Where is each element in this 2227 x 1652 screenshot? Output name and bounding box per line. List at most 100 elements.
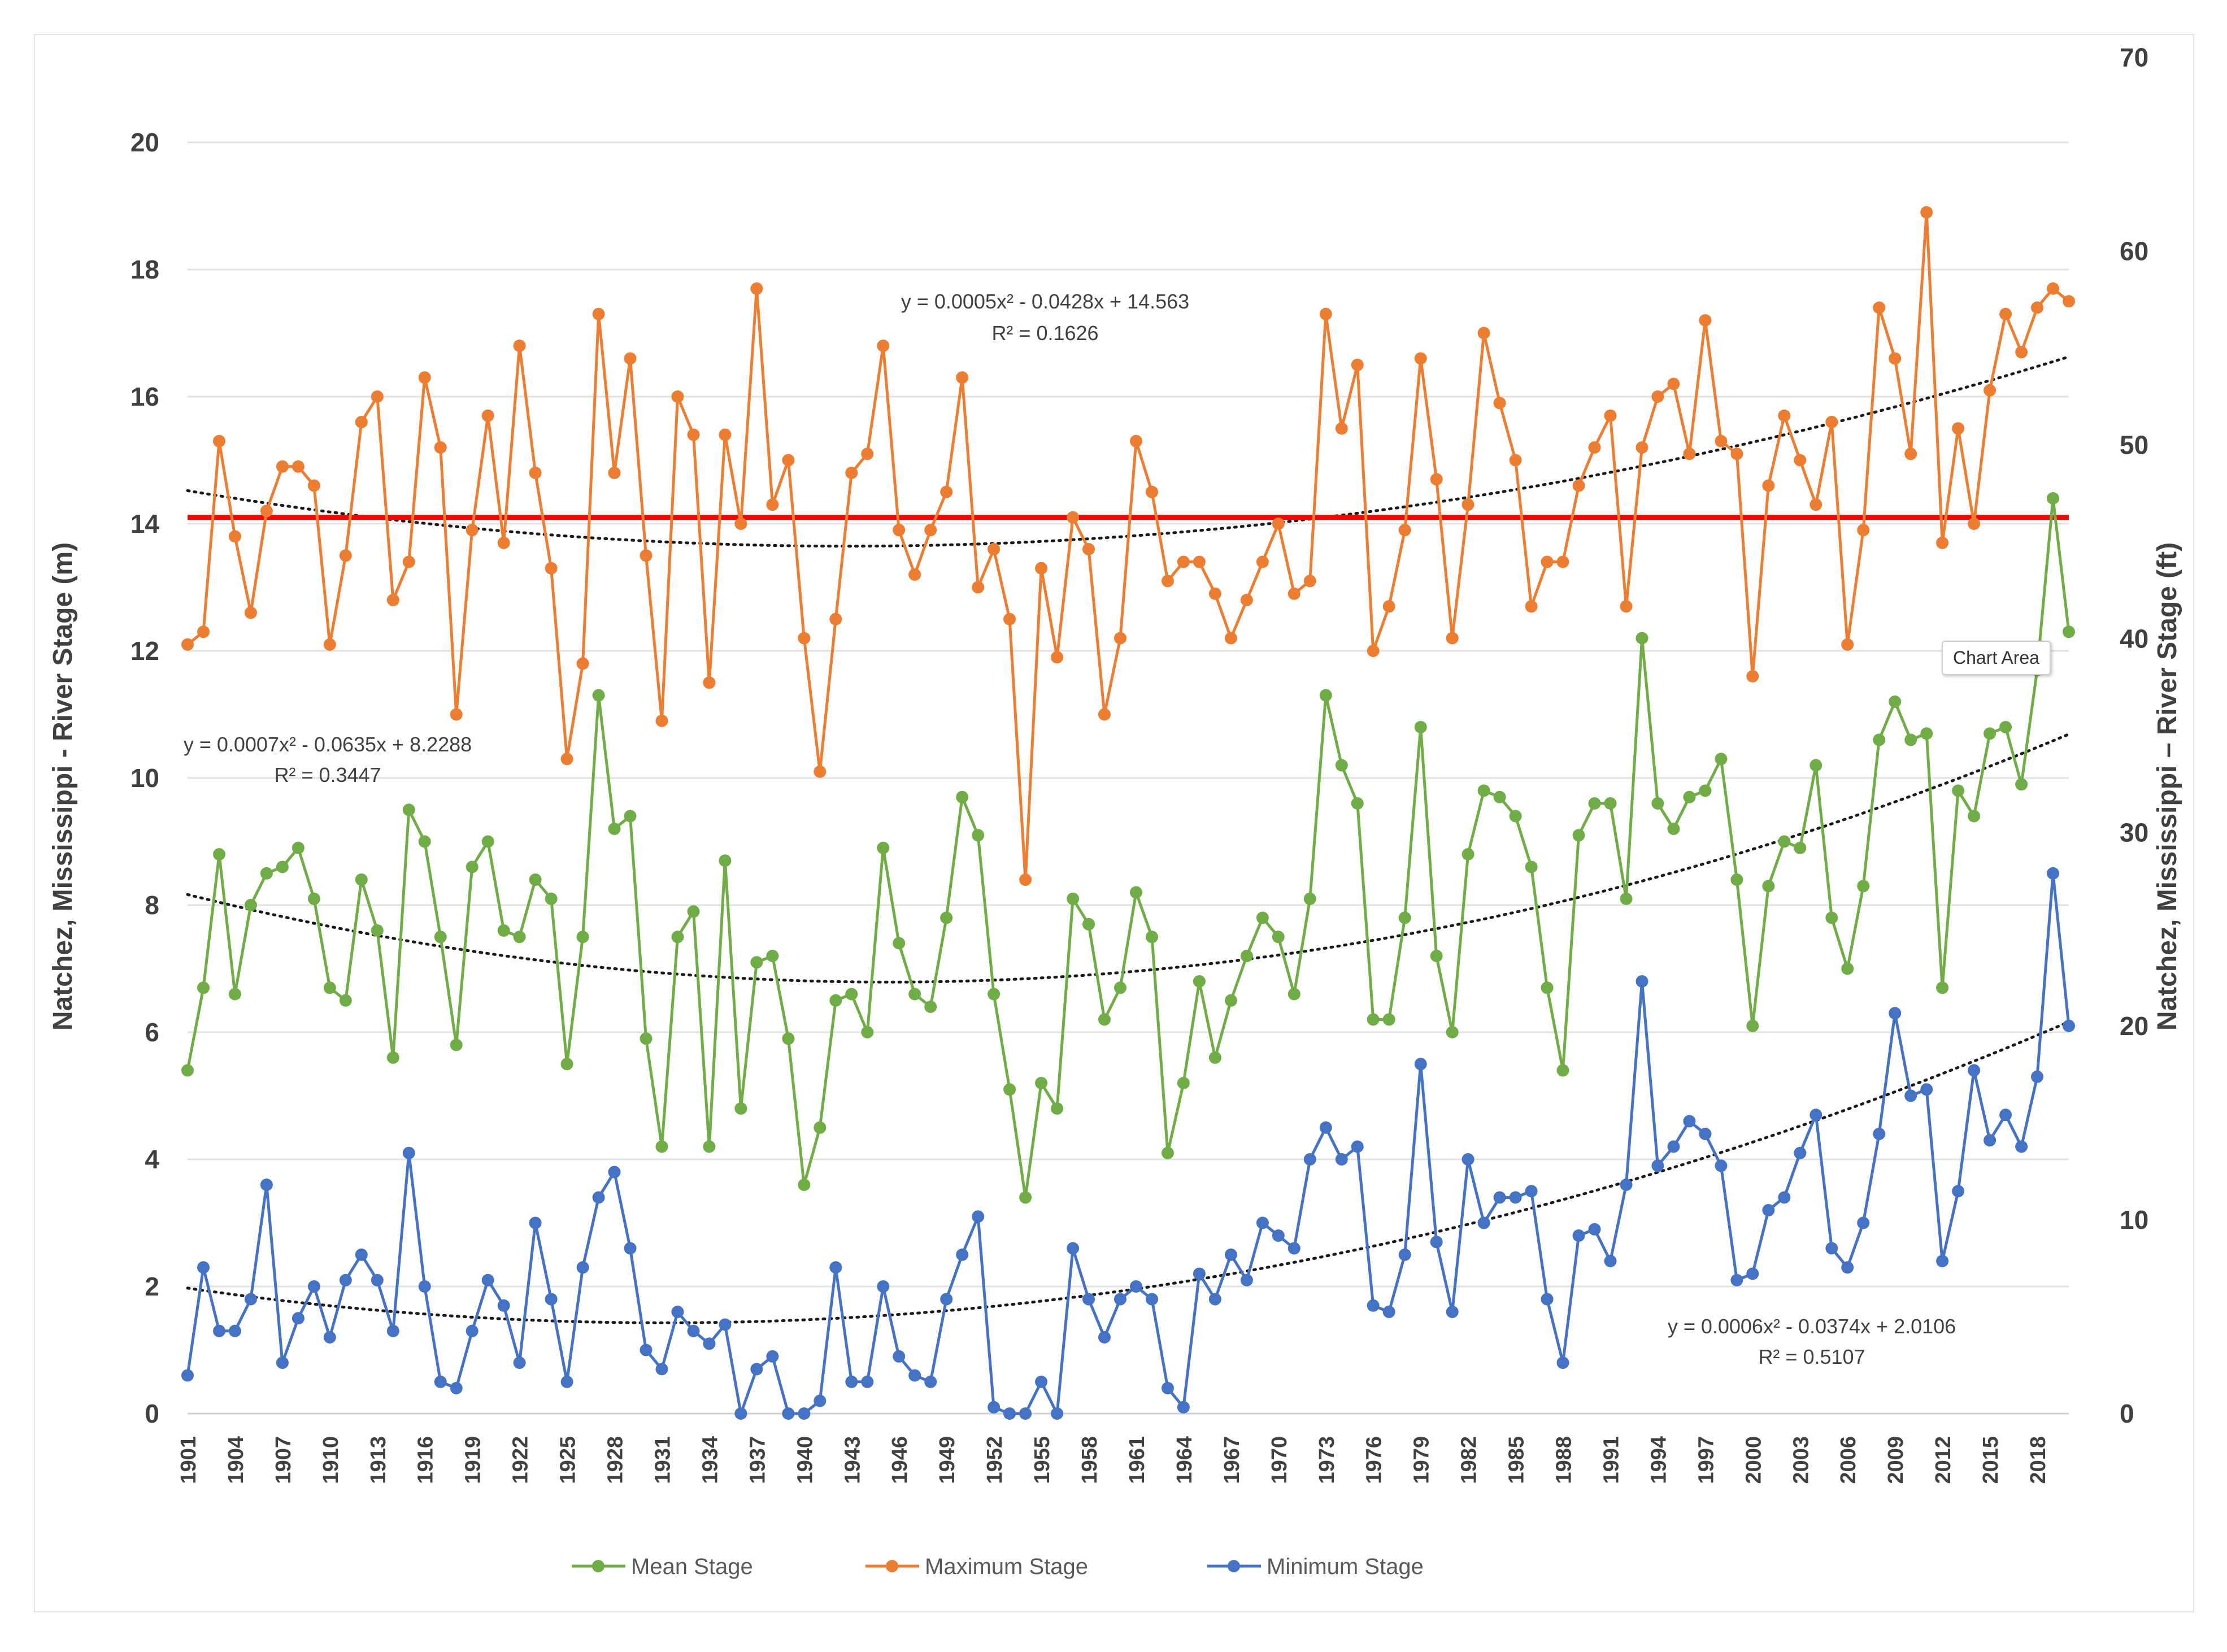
data-point-mean-stage[interactable]	[1319, 689, 1332, 702]
data-point-maximum-stage[interactable]	[1208, 587, 1221, 600]
data-point-maximum-stage[interactable]	[1067, 511, 1080, 524]
data-point-minimum-stage[interactable]	[434, 1375, 447, 1388]
data-point-mean-stage[interactable]	[1952, 784, 1965, 797]
data-point-minimum-stage[interactable]	[1114, 1293, 1126, 1306]
data-point-mean-stage[interactable]	[766, 950, 779, 962]
data-point-mean-stage[interactable]	[529, 873, 542, 886]
data-point-minimum-stage[interactable]	[1904, 1089, 1917, 1102]
data-point-minimum-stage[interactable]	[1367, 1299, 1380, 1312]
data-point-mean-stage[interactable]	[1193, 975, 1206, 988]
data-point-mean-stage[interactable]	[592, 689, 605, 702]
data-point-maximum-stage[interactable]	[1130, 434, 1142, 447]
data-point-mean-stage[interactable]	[323, 981, 336, 994]
data-point-minimum-stage[interactable]	[1477, 1216, 1490, 1229]
data-point-minimum-stage[interactable]	[687, 1324, 700, 1337]
data-point-mean-stage[interactable]	[1794, 841, 1807, 854]
data-point-maximum-stage[interactable]	[1715, 434, 1728, 447]
data-point-maximum-stage[interactable]	[1082, 543, 1095, 555]
data-point-mean-stage[interactable]	[1999, 721, 2012, 733]
data-point-mean-stage[interactable]	[1636, 632, 1648, 645]
data-point-mean-stage[interactable]	[260, 867, 273, 880]
data-point-maximum-stage[interactable]	[924, 524, 937, 537]
data-point-maximum-stage[interactable]	[719, 428, 732, 441]
data-point-maximum-stage[interactable]	[1288, 587, 1300, 600]
data-point-minimum-stage[interactable]	[1051, 1407, 1064, 1420]
data-point-mean-stage[interactable]	[1604, 797, 1617, 810]
data-point-maximum-stage[interactable]	[1098, 708, 1111, 721]
data-point-mean-stage[interactable]	[1873, 733, 1886, 746]
data-point-minimum-stage[interactable]	[798, 1407, 811, 1420]
data-point-mean-stage[interactable]	[371, 924, 384, 937]
data-point-mean-stage[interactable]	[1256, 911, 1269, 924]
data-point-maximum-stage[interactable]	[355, 416, 368, 428]
data-point-mean-stage[interactable]	[1430, 950, 1443, 962]
data-point-minimum-stage[interactable]	[1810, 1108, 1823, 1121]
data-point-maximum-stage[interactable]	[1462, 498, 1474, 511]
data-point-minimum-stage[interactable]	[1746, 1267, 1759, 1280]
data-point-minimum-stage[interactable]	[181, 1369, 194, 1382]
data-point-minimum-stage[interactable]	[1082, 1293, 1095, 1306]
data-point-mean-stage[interactable]	[1920, 727, 1933, 740]
data-point-maximum-stage[interactable]	[1936, 536, 1949, 549]
data-point-mean-stage[interactable]	[292, 841, 305, 854]
data-point-minimum-stage[interactable]	[576, 1261, 589, 1274]
data-point-maximum-stage[interactable]	[276, 460, 289, 473]
data-point-mean-stage[interactable]	[924, 1001, 937, 1013]
data-point-minimum-stage[interactable]	[481, 1273, 494, 1286]
data-point-maximum-stage[interactable]	[1398, 524, 1411, 537]
data-point-minimum-stage[interactable]	[2063, 1019, 2075, 1032]
data-point-minimum-stage[interactable]	[1999, 1108, 2012, 1121]
data-point-minimum-stage[interactable]	[1778, 1191, 1791, 1204]
data-point-mean-stage[interactable]	[2047, 492, 2059, 505]
data-point-minimum-stage[interactable]	[1873, 1128, 1886, 1140]
data-point-mean-stage[interactable]	[513, 931, 526, 944]
data-point-minimum-stage[interactable]	[1509, 1191, 1522, 1204]
data-point-maximum-stage[interactable]	[513, 340, 526, 352]
data-point-maximum-stage[interactable]	[1146, 485, 1158, 498]
data-point-maximum-stage[interactable]	[1730, 447, 1743, 460]
data-point-mean-stage[interactable]	[1541, 981, 1554, 994]
data-point-maximum-stage[interactable]	[244, 606, 257, 619]
data-point-maximum-stage[interactable]	[1636, 441, 1648, 454]
data-point-mean-stage[interactable]	[1035, 1077, 1048, 1089]
data-point-mean-stage[interactable]	[1936, 981, 1949, 994]
data-point-mean-stage[interactable]	[988, 988, 1001, 1001]
data-point-minimum-stage[interactable]	[1794, 1146, 1807, 1159]
data-point-maximum-stage[interactable]	[1272, 518, 1285, 530]
data-point-minimum-stage[interactable]	[1067, 1242, 1080, 1255]
data-point-maximum-stage[interactable]	[1746, 670, 1759, 682]
data-point-minimum-stage[interactable]	[2031, 1070, 2043, 1083]
data-point-mean-stage[interactable]	[1762, 880, 1775, 893]
data-point-minimum-stage[interactable]	[734, 1407, 747, 1420]
data-point-mean-stage[interactable]	[1351, 797, 1364, 810]
data-point-maximum-stage[interactable]	[671, 390, 684, 403]
legend-item-mean[interactable]: Mean Stage	[572, 1554, 753, 1579]
data-point-mean-stage[interactable]	[1588, 797, 1601, 810]
data-point-maximum-stage[interactable]	[829, 612, 842, 625]
data-point-minimum-stage[interactable]	[1857, 1216, 1870, 1229]
data-point-minimum-stage[interactable]	[956, 1248, 969, 1261]
data-point-mean-stage[interactable]	[1572, 829, 1585, 842]
data-point-minimum-stage[interactable]	[608, 1166, 621, 1179]
data-point-maximum-stage[interactable]	[1667, 377, 1680, 390]
data-point-minimum-stage[interactable]	[307, 1280, 320, 1293]
data-point-mean-stage[interactable]	[1446, 1026, 1459, 1038]
data-point-maximum-stage[interactable]	[1810, 498, 1823, 511]
data-point-maximum-stage[interactable]	[1699, 314, 1712, 327]
data-point-mean-stage[interactable]	[845, 988, 858, 1001]
data-point-maximum-stage[interactable]	[1303, 575, 1316, 588]
data-point-minimum-stage[interactable]	[292, 1312, 305, 1325]
data-point-maximum-stage[interactable]	[1240, 594, 1253, 606]
data-point-mean-stage[interactable]	[1414, 721, 1427, 733]
data-point-minimum-stage[interactable]	[750, 1363, 763, 1376]
data-point-mean-stage[interactable]	[197, 981, 210, 994]
data-point-mean-stage[interactable]	[1715, 753, 1728, 766]
data-point-maximum-stage[interactable]	[1984, 384, 1997, 397]
data-point-maximum-stage[interactable]	[260, 505, 273, 518]
data-point-minimum-stage[interactable]	[529, 1216, 542, 1229]
data-point-minimum-stage[interactable]	[418, 1280, 431, 1293]
data-point-minimum-stage[interactable]	[1984, 1134, 1997, 1147]
data-point-minimum-stage[interactable]	[671, 1306, 684, 1318]
data-point-maximum-stage[interactable]	[576, 657, 589, 670]
data-point-minimum-stage[interactable]	[1493, 1191, 1506, 1204]
